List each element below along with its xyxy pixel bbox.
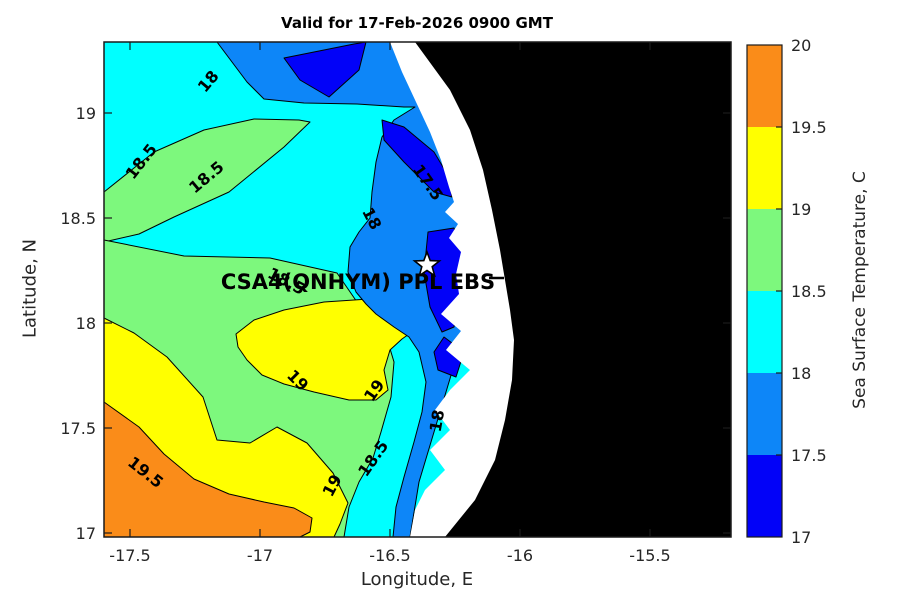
contour-label-18-coast-south: 18 [426, 408, 449, 433]
sea-band-19-19.5-pocket [235, 298, 423, 401]
x-tick--17.5: -17.5 [109, 546, 151, 565]
plot-title: Valid for 17-Feb-2026 0900 GMT [281, 14, 553, 32]
colorbar-band-19-19.5 [747, 127, 782, 209]
x-tick--17: -17 [246, 546, 274, 565]
colorbar-band-18.5-19 [747, 209, 782, 291]
colorbar-box [746, 44, 783, 538]
sea-band-17-17.5-north [283, 41, 367, 98]
y-tick-17: 17 [75, 524, 96, 543]
station-label: CSA4(QNHYM) PPL EBS [221, 270, 495, 294]
cbar-tick-17: 17 [791, 528, 812, 547]
cbar-tick-18: 18 [791, 364, 812, 383]
cbar-tick-18.5: 18.5 [791, 282, 827, 301]
colorbar-band-17-17.5 [747, 455, 782, 537]
sea-band-17.5-18-coastal [216, 41, 465, 538]
colorbar-ticks [776, 126, 782, 456]
x-tick--15.5: -15.5 [629, 546, 671, 565]
colorbar [746, 44, 783, 538]
axes-box [103, 41, 732, 538]
cbar-tick-17.5: 17.5 [791, 446, 827, 465]
colorbar-band-17.5-18 [747, 373, 782, 455]
x-tick--16: -16 [506, 546, 534, 565]
station-star-marker [412, 249, 442, 278]
sea-band-17-17.5-mid [381, 119, 453, 198]
y-axis-label: Latitude, N [19, 239, 41, 338]
y-tick-17.5: 17.5 [60, 419, 96, 438]
y-tick-19: 19 [75, 104, 96, 123]
colorbar-band-19.5-20 [747, 45, 782, 127]
land-mask [415, 42, 731, 537]
cbar-tick-19: 19 [791, 200, 812, 219]
colorbar-band-18-18.5 [747, 291, 782, 373]
y-tick-18.5: 18.5 [60, 209, 96, 228]
x-tick--16.5: -16.5 [369, 546, 411, 565]
sea-band-18.5-19-nw [103, 118, 311, 243]
cbar-tick-20: 20 [791, 36, 812, 55]
colorbar-label: Sea Surface Temperature, C [850, 171, 870, 409]
cbar-tick-19.5: 19.5 [791, 118, 827, 137]
y-tick-18: 18 [75, 314, 96, 333]
x-axis-label: Longitude, E [360, 569, 474, 590]
axis-ticks [104, 42, 731, 537]
